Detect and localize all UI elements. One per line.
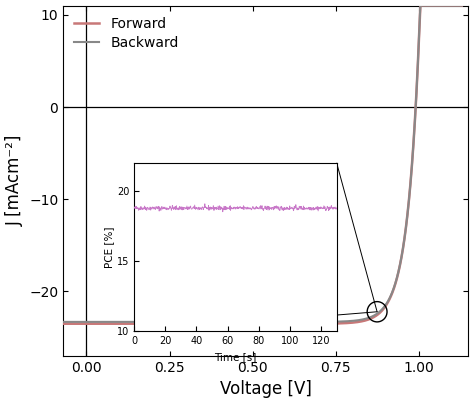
Forward	[314, 321, 320, 326]
X-axis label: Voltage [V]: Voltage [V]	[220, 381, 312, 398]
Forward	[292, 321, 298, 326]
Backward	[85, 320, 91, 324]
Line: Backward: Backward	[63, 6, 462, 322]
Backward	[302, 320, 308, 324]
Backward	[292, 320, 298, 324]
Forward	[403, 221, 409, 226]
Forward	[418, 3, 423, 8]
Backward	[314, 320, 320, 324]
Forward	[459, 3, 465, 8]
Forward	[60, 321, 66, 326]
Y-axis label: J [mAcm⁻²]: J [mAcm⁻²]	[6, 135, 24, 227]
Backward	[60, 320, 66, 324]
Line: Forward: Forward	[63, 6, 462, 324]
Backward	[403, 221, 409, 226]
Backward	[363, 316, 368, 321]
Forward	[302, 321, 308, 326]
Backward	[418, 3, 423, 8]
Forward	[363, 318, 368, 323]
Legend: Forward, Backward: Forward, Backward	[70, 13, 183, 55]
Backward	[459, 3, 465, 8]
Forward	[85, 321, 91, 326]
